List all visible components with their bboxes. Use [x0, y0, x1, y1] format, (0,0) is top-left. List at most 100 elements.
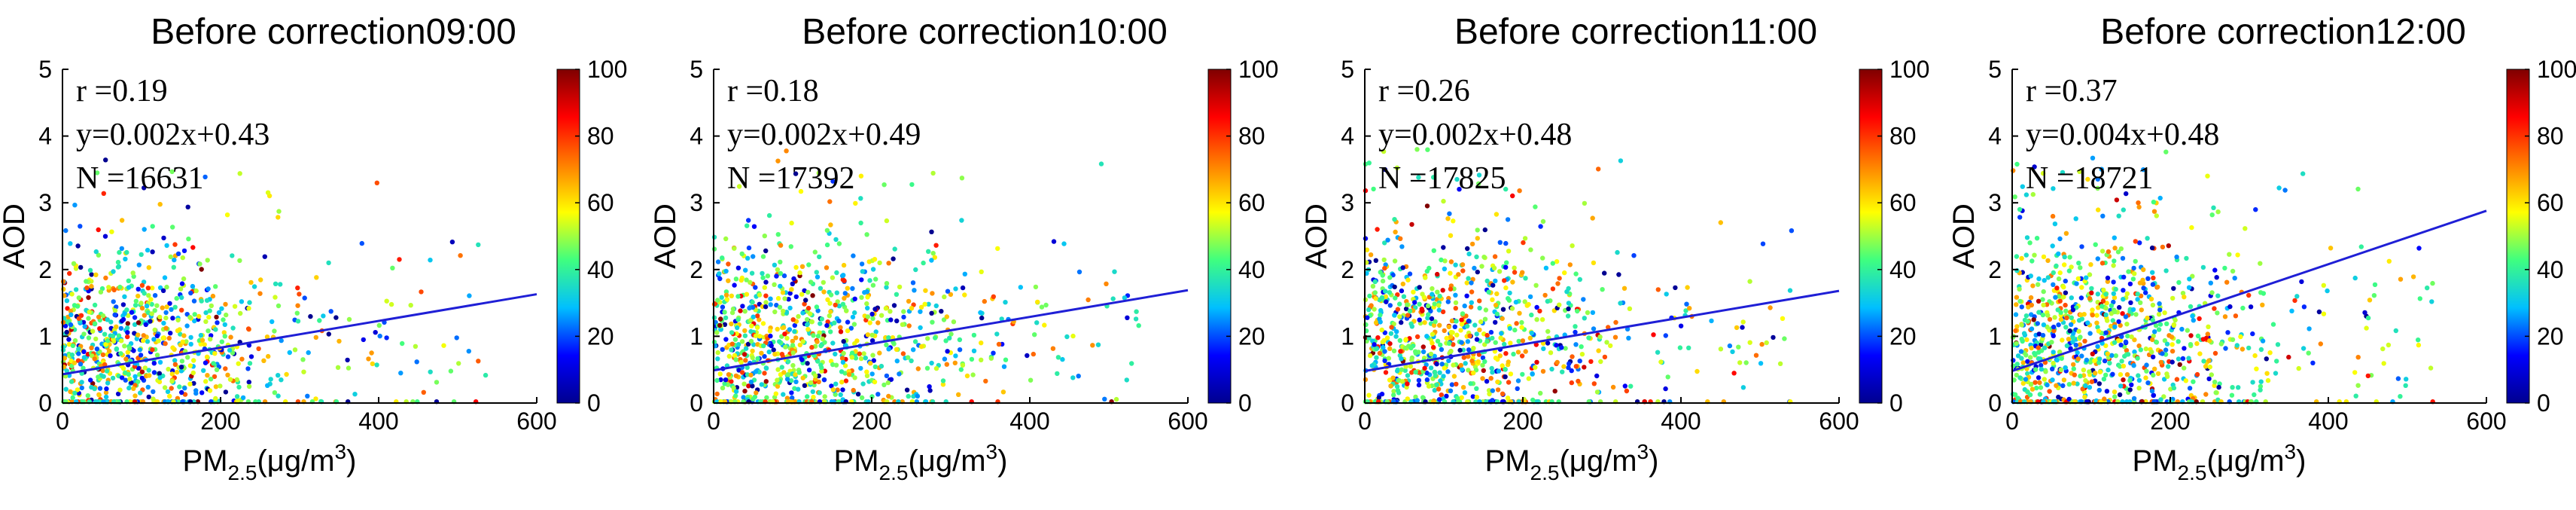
- scatter-point: [94, 170, 100, 176]
- scatter-point: [120, 366, 126, 371]
- scatter-point: [2160, 351, 2165, 356]
- scatter-point: [1521, 240, 1526, 246]
- scatter-point: [2060, 337, 2065, 343]
- scatter-point: [805, 289, 811, 295]
- scatter-point: [89, 384, 94, 390]
- scatter-point: [2154, 340, 2160, 345]
- scatter-point: [202, 174, 208, 180]
- scatter-point: [1664, 292, 1669, 297]
- scatter-point: [414, 359, 419, 365]
- scatter-point: [2133, 239, 2138, 244]
- scatter-point: [1562, 270, 1567, 276]
- y-tick-label: 1: [690, 322, 703, 350]
- scatter-point: [922, 301, 927, 307]
- scatter-point: [1416, 382, 1422, 388]
- scatter-point: [1388, 331, 1394, 336]
- scatter-point: [912, 288, 917, 293]
- scatter-point: [2036, 331, 2042, 337]
- scatter-point: [2078, 295, 2084, 301]
- scatter-point: [958, 367, 964, 372]
- scatter-point: [112, 312, 117, 318]
- scatter-point: [2149, 388, 2155, 394]
- scatter-point: [2355, 355, 2361, 360]
- scatter-point: [102, 234, 108, 239]
- scatter-point: [2275, 342, 2281, 347]
- scatter-point: [79, 385, 85, 391]
- scatter-point: [761, 343, 766, 349]
- scatter-point: [1395, 307, 1401, 312]
- scatter-point: [168, 331, 173, 336]
- scatter-point: [1466, 347, 1472, 353]
- y-axis-label: AOD: [1300, 203, 1333, 269]
- scatter-point: [1445, 216, 1451, 221]
- scatter-point: [2063, 302, 2068, 308]
- scatter-point: [2163, 347, 2169, 353]
- scatter-point: [1492, 254, 1498, 259]
- scatter-point: [2112, 295, 2118, 301]
- scatter-point: [2056, 394, 2061, 400]
- scatter-point: [2060, 383, 2066, 389]
- scatter-point: [2104, 389, 2110, 394]
- scatter-point: [2029, 258, 2035, 264]
- scatter-point: [2032, 252, 2037, 258]
- scatter-point: [811, 395, 816, 400]
- scatter-point: [722, 310, 727, 315]
- scatter-point: [1437, 322, 1442, 328]
- scatter-point: [131, 348, 136, 353]
- scatter-point: [2229, 392, 2235, 398]
- scatter-point: [2209, 212, 2215, 218]
- x-tick-label: 400: [358, 408, 398, 435]
- scatter-point: [1129, 361, 1134, 366]
- scatter-point: [169, 386, 174, 391]
- scatter-point: [1405, 396, 1410, 402]
- scatter-point: [857, 351, 862, 356]
- scatter-point: [199, 390, 205, 395]
- scatter-point: [1061, 241, 1067, 246]
- y-tick-label: 4: [1988, 123, 2002, 150]
- scatter-point: [715, 298, 720, 303]
- scatter-point: [2300, 346, 2307, 351]
- scatter-point: [746, 383, 751, 389]
- scatter-point: [796, 386, 801, 392]
- scatter-point: [126, 385, 132, 391]
- scatter-point: [284, 371, 289, 377]
- scatter-point: [1520, 371, 1525, 377]
- scatter-point: [810, 389, 815, 395]
- scatter-point: [803, 298, 808, 303]
- scatter-point: [1503, 374, 1508, 380]
- scatter-point: [860, 269, 865, 274]
- scatter-point: [859, 261, 865, 267]
- scatter-point: [216, 310, 222, 316]
- scatter-point: [2200, 337, 2206, 342]
- scatter-point: [1481, 255, 1487, 260]
- scatter-point: [1439, 347, 1445, 353]
- scatter-point: [1397, 337, 1402, 344]
- scatter-point: [146, 265, 151, 270]
- scatter-point: [1459, 322, 1465, 327]
- scatter-point: [1737, 360, 1743, 365]
- scatter-point: [1403, 306, 1409, 312]
- scatter-point: [733, 393, 738, 399]
- scatter-point: [1435, 338, 1441, 344]
- scatter-point: [1379, 391, 1385, 397]
- scatter-point: [722, 381, 727, 386]
- scatter-point: [1393, 295, 1398, 301]
- scatter-point: [799, 357, 805, 362]
- scatter-point: [817, 390, 822, 395]
- scatter-point: [827, 199, 833, 204]
- scatter-point: [839, 356, 845, 361]
- scatter-point: [2045, 275, 2051, 280]
- panel-title: Before correction09:00: [151, 12, 516, 52]
- scatter-point: [753, 369, 759, 374]
- scatter-point: [2234, 343, 2240, 348]
- scatter-point: [783, 344, 788, 350]
- scatter-point: [139, 375, 145, 381]
- scatter-point: [1579, 344, 1584, 350]
- scatter-point: [867, 320, 872, 325]
- scatter-point: [2372, 282, 2378, 288]
- scatter-point: [2089, 290, 2094, 295]
- scatter-point: [1409, 324, 1414, 329]
- scatter-point: [193, 288, 199, 294]
- scatter-point: [2050, 213, 2056, 219]
- scatter-point: [1373, 320, 1379, 325]
